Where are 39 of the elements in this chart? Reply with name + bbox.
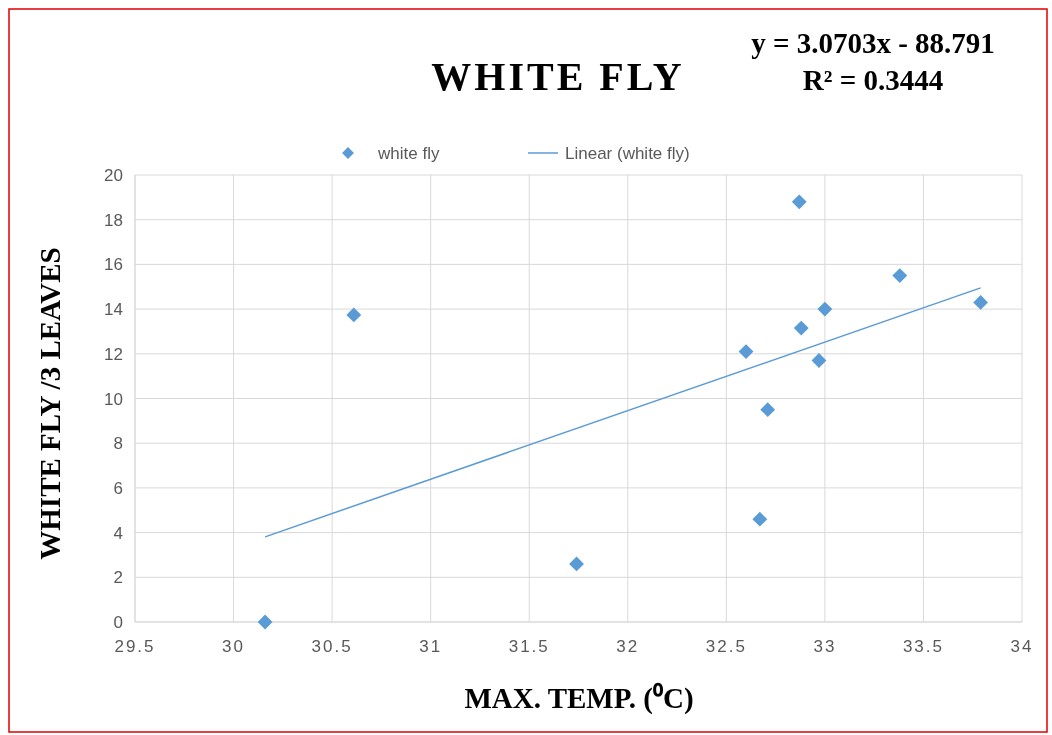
legend-label: white fly — [377, 144, 440, 163]
x-tick-label: 34 — [1010, 637, 1034, 656]
y-tick-label: 6 — [113, 478, 123, 498]
point — [752, 511, 768, 527]
point — [892, 268, 908, 283]
x-tick-label: 31.5 — [508, 637, 550, 656]
point — [817, 301, 833, 317]
point — [738, 344, 754, 359]
x-tick-label: 30 — [222, 637, 246, 656]
y-tick-label: 4 — [113, 523, 123, 543]
x-tick-label: 33.5 — [902, 637, 944, 656]
x-tick-label: 32 — [616, 637, 640, 656]
point — [760, 402, 776, 418]
y-axis-title: WHITE FLY /3 LEAVES — [34, 247, 66, 560]
point — [973, 294, 989, 310]
x-tick-label: 32.5 — [705, 637, 747, 656]
x-tick-label: 30.5 — [311, 637, 353, 656]
y-tick-label: 2 — [113, 568, 123, 588]
point — [791, 194, 807, 210]
text: R² = 0.3444 — [802, 64, 944, 96]
x-tick-label: 33 — [813, 637, 837, 656]
y-tick-label: 10 — [104, 389, 123, 409]
x-axis-title: MAX. TEMP. (⁰C) — [464, 682, 694, 715]
point — [793, 320, 809, 336]
y-tick-label: 18 — [104, 210, 123, 230]
legend-label: Linear (white fly) — [565, 144, 690, 163]
y-tick-label: 12 — [104, 344, 123, 364]
y-tick-label: 20 — [104, 166, 123, 185]
y-tick-label: 16 — [104, 255, 123, 275]
y-tick-label: 14 — [104, 300, 123, 320]
x-tick-label: 29.5 — [114, 637, 156, 656]
chart-title: WHITE FLY — [431, 54, 685, 99]
y-tick-label: 0 — [113, 613, 123, 632]
y-tick-label: 8 — [113, 434, 123, 454]
x-tick-label: 31 — [419, 637, 443, 656]
point — [569, 556, 584, 572]
point — [346, 307, 362, 323]
point — [257, 614, 273, 630]
text: y = 3.0703x - 88.791 — [751, 27, 995, 59]
